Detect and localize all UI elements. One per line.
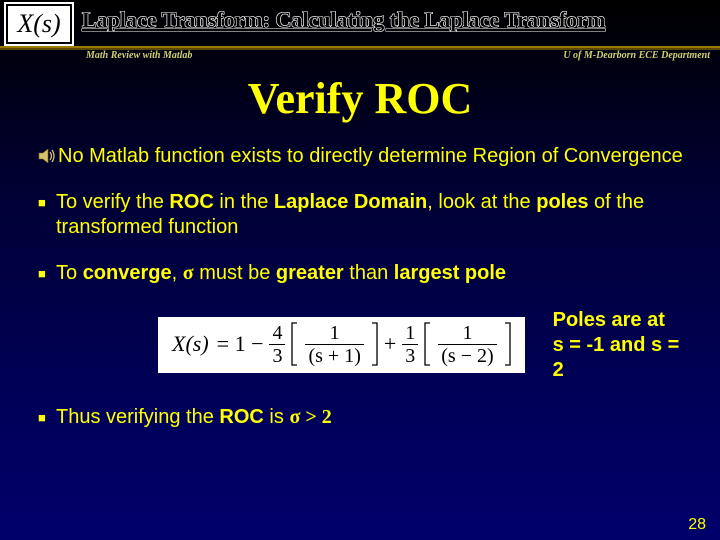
slide-header: X(s) Laplace Transform: Calculating the … xyxy=(0,0,720,48)
eq-op: = 1 − xyxy=(217,331,264,357)
bullet-text: To converge, σ must be greater than larg… xyxy=(56,261,696,285)
poles-line: s = -1 and s = 2 xyxy=(553,333,696,383)
slide-title: Verify ROC xyxy=(0,73,720,124)
bullet-item: ■ Thus verifying the ROC is σ > 2 xyxy=(38,405,696,429)
eq-coef-frac: 1 3 xyxy=(402,323,418,366)
bracket-left-icon xyxy=(291,322,299,366)
eq-coef-frac: 4 3 xyxy=(269,323,285,366)
poles-line: Poles are at xyxy=(553,308,696,333)
logo-badge: X(s) xyxy=(6,4,72,44)
bracket-right-icon xyxy=(370,322,378,366)
sound-icon xyxy=(38,147,56,165)
eq-inner-frac: 1 (s − 2) xyxy=(438,323,496,366)
bracket-left-icon xyxy=(424,322,432,366)
bracket-right-icon xyxy=(503,322,511,366)
bullet-square-icon: ■ xyxy=(38,190,56,211)
poles-note: Poles are at s = -1 and s = 2 xyxy=(553,308,696,383)
bullet-text: Thus verifying the ROC is σ > 2 xyxy=(56,405,696,429)
bullet-text: To verify the ROC in the Laplace Domain,… xyxy=(56,190,696,239)
slide: X(s) Laplace Transform: Calculating the … xyxy=(0,0,720,540)
subheader-left: Math Review with Matlab xyxy=(86,50,192,61)
logo-text: X(s) xyxy=(17,9,60,39)
bullet-text: No Matlab function exists to directly de… xyxy=(58,144,696,168)
header-title: Laplace Transform: Calculating the Lapla… xyxy=(82,4,605,33)
bullet-item: ■ To converge, σ must be greater than la… xyxy=(38,261,696,285)
bullet-list: No Matlab function exists to directly de… xyxy=(0,144,720,429)
eq-lhs: X(s) xyxy=(172,331,211,357)
subheader-right: U of M-Dearborn ECE Department xyxy=(563,50,710,61)
eq-op: + xyxy=(384,331,396,357)
bullet-item: ■ To verify the ROC in the Laplace Domai… xyxy=(38,190,696,239)
equation-box: X(s) = 1 − 4 3 1 (s + 1) + 1 xyxy=(158,317,525,373)
bullet-square-icon: ■ xyxy=(38,405,56,426)
bullet-square-icon: ■ xyxy=(38,261,56,282)
page-number: 28 xyxy=(688,516,706,534)
eq-inner-frac: 1 (s + 1) xyxy=(305,323,363,366)
bullet-item: No Matlab function exists to directly de… xyxy=(38,144,696,168)
equation-row: X(s) = 1 − 4 3 1 (s + 1) + 1 xyxy=(158,308,696,383)
